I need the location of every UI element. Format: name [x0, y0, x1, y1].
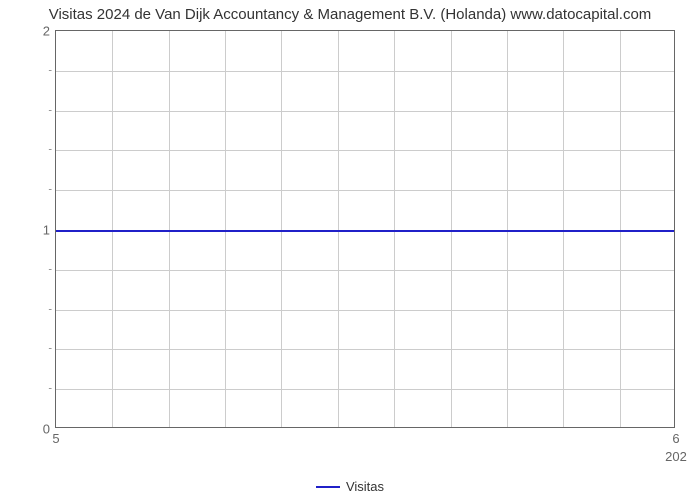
- y-minor-tick: -: [48, 65, 52, 76]
- legend-swatch: [316, 486, 340, 488]
- grid-h-line: [56, 349, 674, 350]
- grid-h-line: [56, 190, 674, 191]
- plot-area: 012--------56202: [55, 30, 675, 428]
- chart-title: Visitas 2024 de Van Dijk Accountancy & M…: [0, 6, 700, 23]
- x-tick-label-row2: 202: [665, 449, 687, 464]
- legend-label: Visitas: [346, 479, 384, 494]
- grid-h-line: [56, 111, 674, 112]
- y-minor-tick: -: [48, 264, 52, 275]
- grid-h-line: [56, 389, 674, 390]
- grid-v-line: [169, 31, 170, 427]
- grid-v-line: [394, 31, 395, 427]
- y-tick-label: 2: [43, 24, 50, 39]
- grid-v-line: [112, 31, 113, 427]
- y-minor-tick: -: [48, 304, 52, 315]
- grid-v-line: [451, 31, 452, 427]
- series-line: [56, 230, 674, 232]
- x-tick-label: 5: [52, 431, 59, 446]
- y-minor-tick: -: [48, 185, 52, 196]
- y-minor-tick: -: [48, 145, 52, 156]
- legend: Visitas: [0, 479, 700, 494]
- grid-v-line: [338, 31, 339, 427]
- grid-v-line: [281, 31, 282, 427]
- x-tick-label: 6: [672, 431, 679, 446]
- y-minor-tick: -: [48, 344, 52, 355]
- grid-h-line: [56, 270, 674, 271]
- grid-v-line: [620, 31, 621, 427]
- grid-h-line: [56, 310, 674, 311]
- grid-v-line: [507, 31, 508, 427]
- grid-v-line: [225, 31, 226, 427]
- y-minor-tick: -: [48, 384, 52, 395]
- grid-v-line: [563, 31, 564, 427]
- grid-h-line: [56, 150, 674, 151]
- y-tick-label: 0: [43, 422, 50, 437]
- y-minor-tick: -: [48, 105, 52, 116]
- chart-container: Visitas 2024 de Van Dijk Accountancy & M…: [0, 0, 700, 500]
- y-tick-label: 1: [43, 223, 50, 238]
- grid-h-line: [56, 71, 674, 72]
